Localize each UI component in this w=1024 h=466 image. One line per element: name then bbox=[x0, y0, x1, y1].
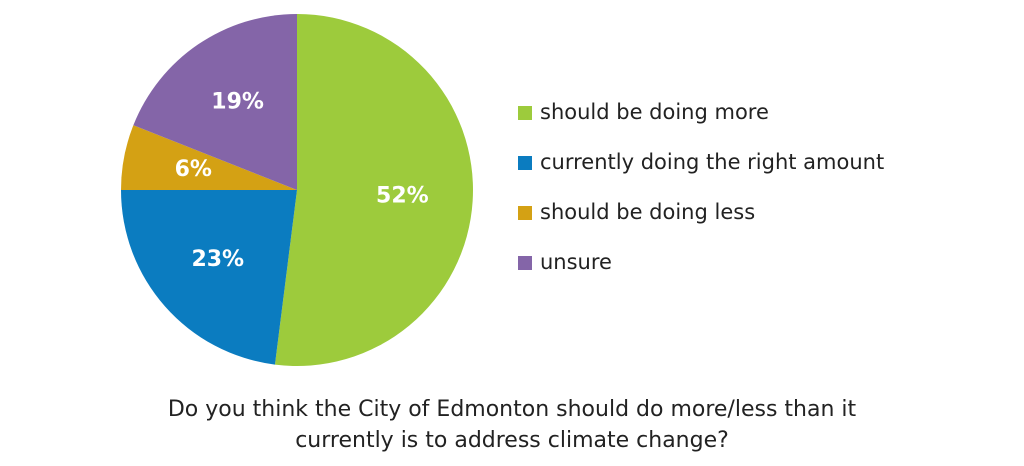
legend-label: should be doing less bbox=[540, 200, 755, 224]
pie-slice bbox=[121, 190, 297, 365]
pie-slice bbox=[274, 14, 473, 366]
legend-label: unsure bbox=[540, 250, 612, 274]
slice-label: 6% bbox=[175, 157, 212, 182]
slice-label: 52% bbox=[376, 184, 429, 209]
chart: 52% 23% 6% 19% should be doing more currently… bbox=[121, 14, 884, 366]
legend-swatch bbox=[518, 106, 532, 120]
slice-label: 23% bbox=[191, 247, 244, 272]
pie-slice bbox=[133, 14, 297, 190]
slice-label: 19% bbox=[211, 90, 264, 115]
legend-swatch bbox=[518, 156, 532, 170]
legend-swatch bbox=[518, 256, 532, 270]
pie-slice bbox=[121, 125, 297, 190]
legend-swatch bbox=[518, 206, 532, 220]
legend-label: currently doing the right amount bbox=[540, 150, 884, 174]
chart-title: Do you think the City of Edmonton should… bbox=[167, 397, 857, 453]
legend-label: should be doing more bbox=[540, 100, 769, 124]
